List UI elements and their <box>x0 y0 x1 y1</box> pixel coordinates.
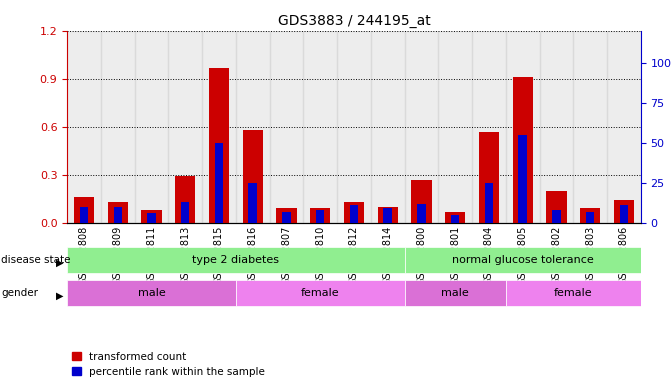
Bar <box>411 180 431 223</box>
Text: female: female <box>301 288 340 298</box>
Legend: transformed count, percentile rank within the sample: transformed count, percentile rank withi… <box>72 352 265 377</box>
Bar <box>147 213 156 223</box>
Bar <box>101 31 135 223</box>
Bar <box>67 280 236 306</box>
Bar <box>573 31 607 223</box>
Text: male: male <box>138 288 165 298</box>
Bar <box>80 207 88 223</box>
Text: disease state: disease state <box>1 255 71 265</box>
Bar <box>417 204 425 223</box>
Bar <box>513 77 533 223</box>
Bar <box>168 31 202 223</box>
Bar <box>135 31 168 223</box>
Bar <box>107 202 128 223</box>
Bar <box>248 183 257 223</box>
Bar <box>142 210 162 223</box>
Bar <box>552 210 561 223</box>
Bar <box>607 31 641 223</box>
Text: type 2 diabetes: type 2 diabetes <box>193 255 279 265</box>
Bar <box>371 31 405 223</box>
Bar <box>586 212 595 223</box>
Bar <box>580 208 601 223</box>
Bar <box>384 208 392 223</box>
Title: GDS3883 / 244195_at: GDS3883 / 244195_at <box>278 14 430 28</box>
Bar <box>539 31 573 223</box>
Bar <box>303 31 337 223</box>
Bar <box>405 31 438 223</box>
Bar <box>451 215 460 223</box>
Bar <box>438 31 472 223</box>
Bar <box>310 208 330 223</box>
Bar <box>181 202 189 223</box>
Bar <box>209 68 229 223</box>
Bar <box>113 207 122 223</box>
Bar <box>614 200 634 223</box>
Bar <box>506 280 641 306</box>
Bar <box>316 210 324 223</box>
Text: gender: gender <box>1 288 38 298</box>
Bar <box>484 183 493 223</box>
Bar <box>546 191 566 223</box>
Bar <box>519 135 527 223</box>
Bar <box>337 31 371 223</box>
Bar <box>215 143 223 223</box>
Bar <box>202 31 236 223</box>
Bar <box>445 212 465 223</box>
Bar <box>378 207 398 223</box>
Bar <box>405 247 641 273</box>
Bar <box>405 280 506 306</box>
Bar <box>620 205 628 223</box>
Text: normal glucose tolerance: normal glucose tolerance <box>452 255 594 265</box>
Bar <box>282 212 291 223</box>
Bar <box>74 197 94 223</box>
Bar <box>472 31 506 223</box>
Bar <box>67 31 101 223</box>
Bar <box>236 31 270 223</box>
Bar <box>350 205 358 223</box>
Bar <box>276 208 297 223</box>
Bar <box>67 247 405 273</box>
Bar <box>506 31 539 223</box>
Bar <box>175 176 195 223</box>
Text: male: male <box>442 288 469 298</box>
Bar <box>236 280 405 306</box>
Bar <box>243 130 263 223</box>
Bar <box>344 202 364 223</box>
Bar <box>479 132 499 223</box>
Text: ▶: ▶ <box>56 290 63 300</box>
Bar <box>270 31 303 223</box>
Text: ▶: ▶ <box>56 258 63 268</box>
Text: female: female <box>554 288 592 298</box>
